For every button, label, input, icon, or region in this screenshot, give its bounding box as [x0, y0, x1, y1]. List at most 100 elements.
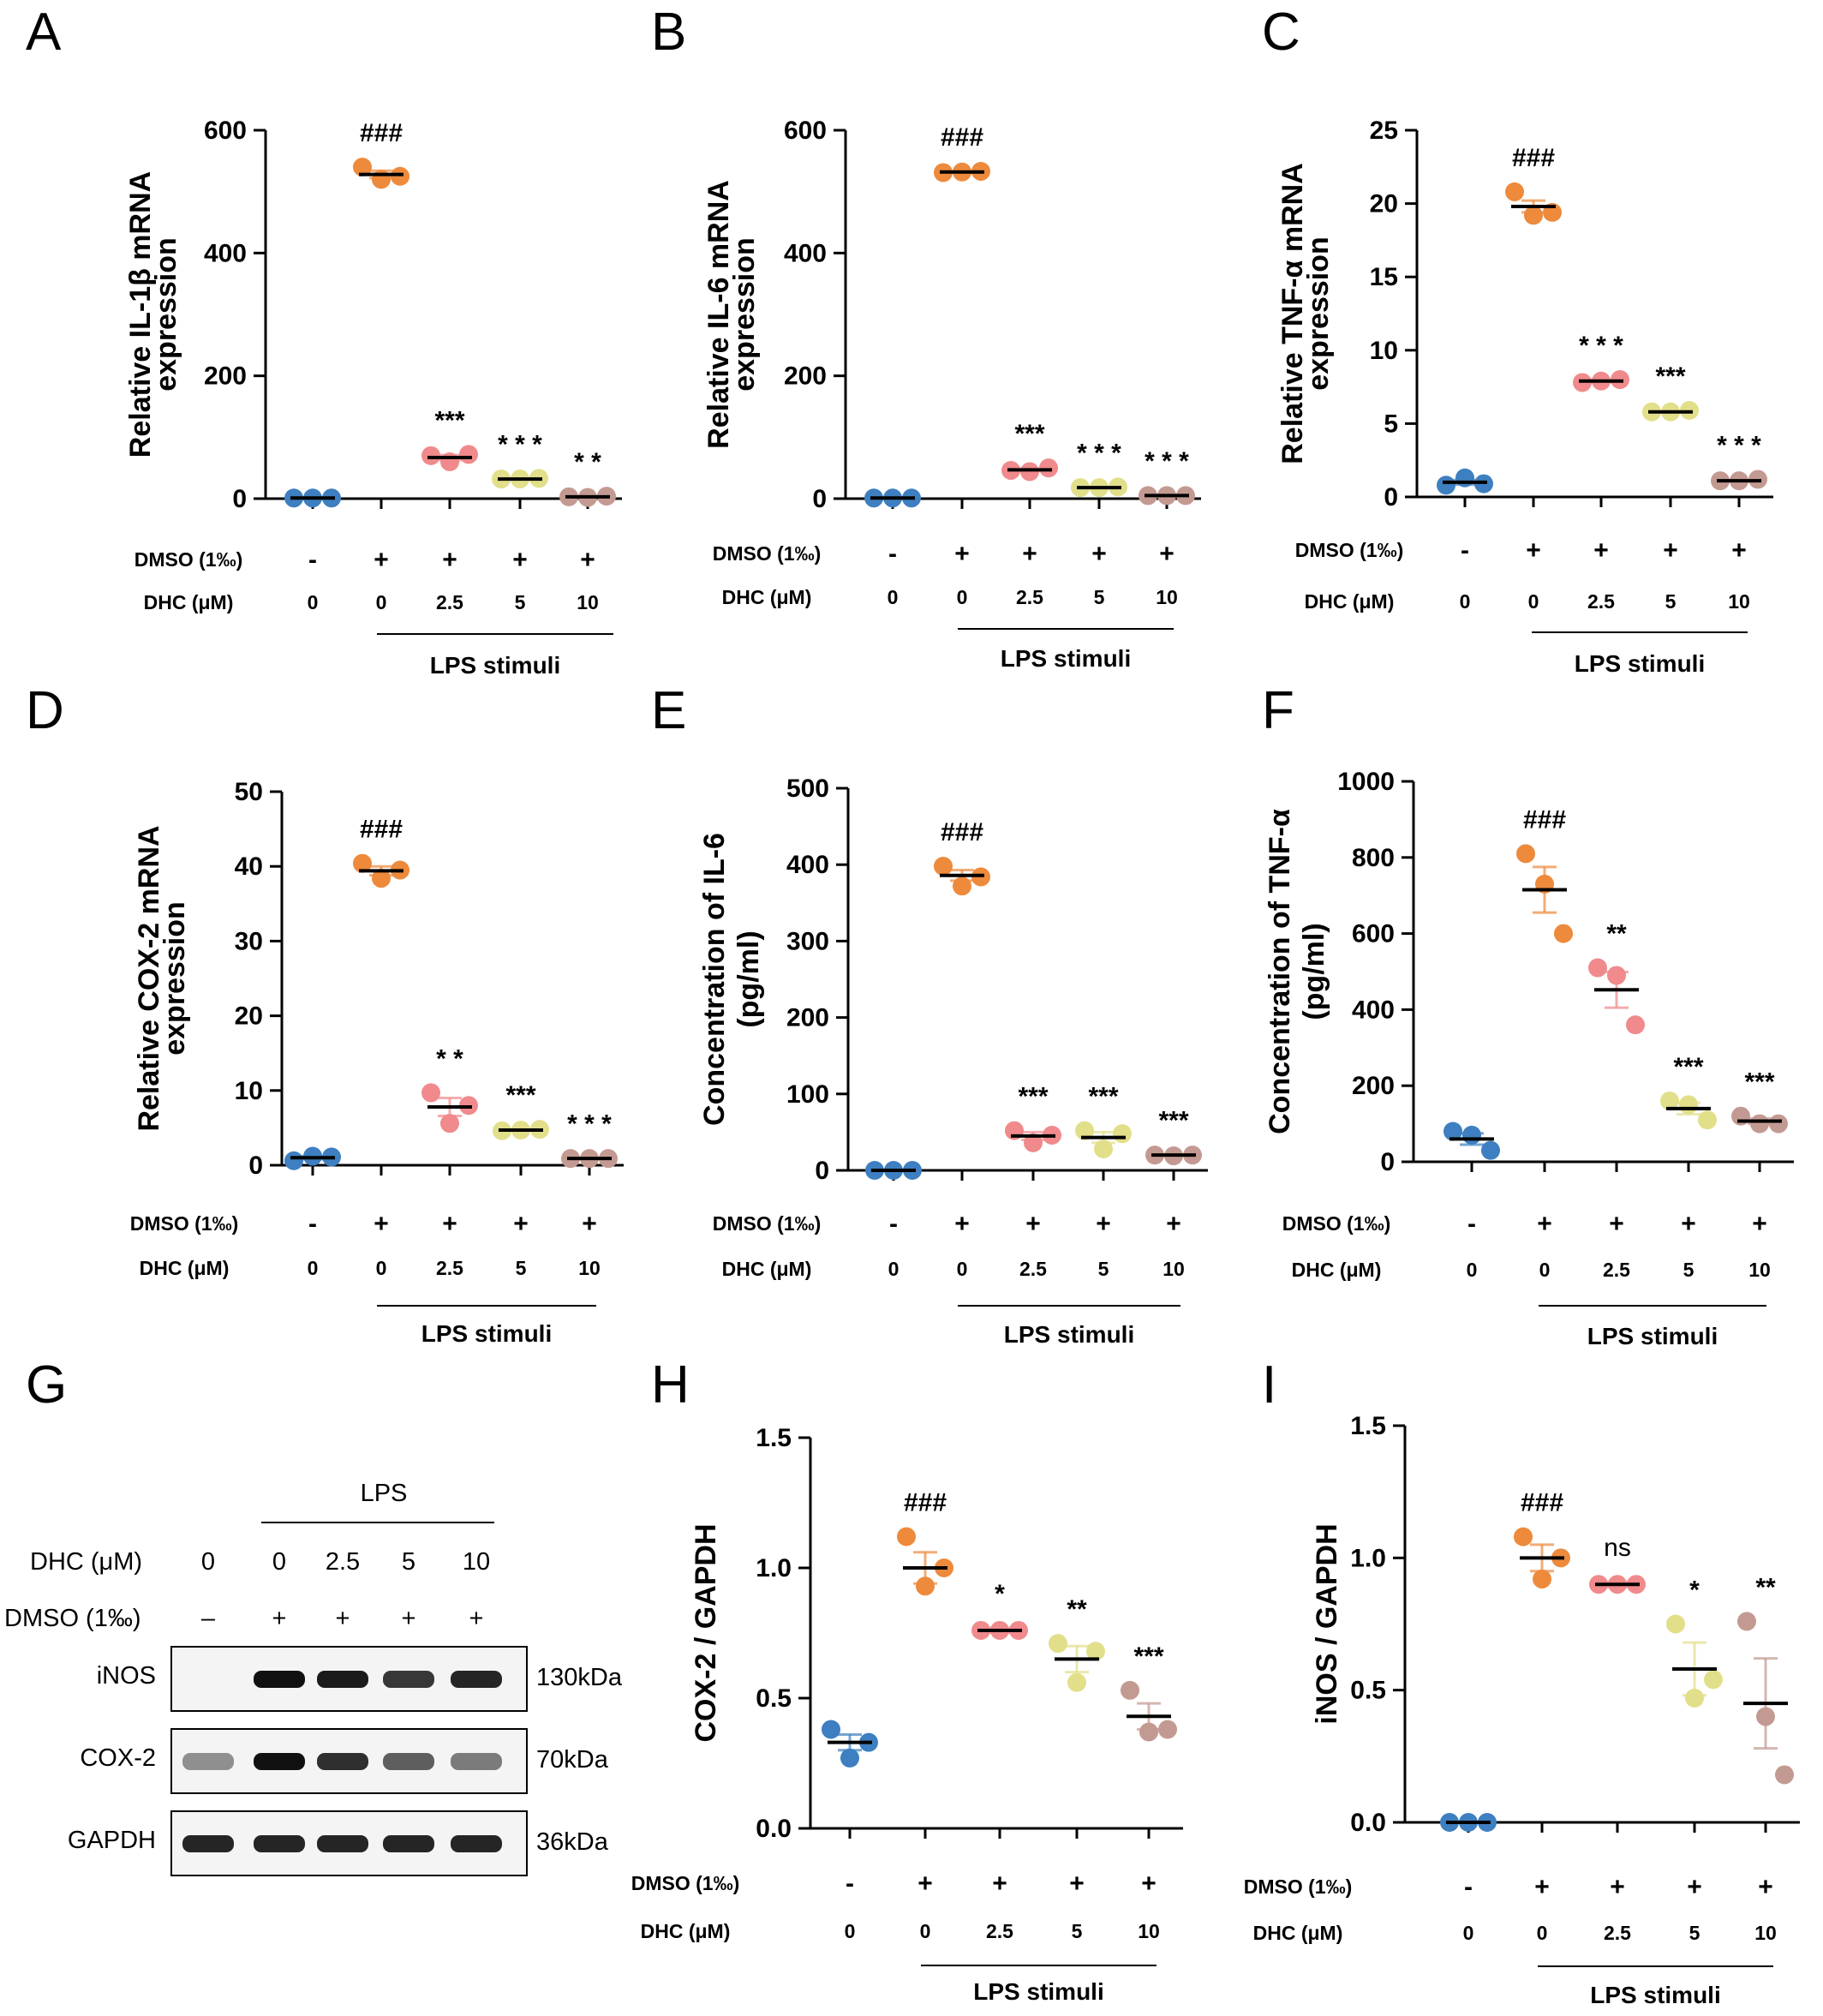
significance-mark: ###	[941, 818, 983, 846]
y-axis-label: Concentration of IL-6	[698, 833, 731, 1126]
significance-mark: * * *	[1077, 439, 1121, 467]
data-point	[916, 1576, 935, 1596]
data-point	[391, 166, 409, 186]
data-point	[459, 445, 478, 464]
dmso-value: +	[1610, 1873, 1625, 1901]
dhc-row-label: DHC (μM)	[1305, 590, 1395, 613]
data-point	[1554, 924, 1573, 943]
significance-mark: ###	[904, 1489, 947, 1517]
data-point	[1704, 1670, 1723, 1690]
significance-mark: ***	[1744, 1068, 1774, 1097]
significance-mark: * *	[436, 1044, 463, 1073]
y-tick-label: 400	[204, 239, 247, 267]
dmso-value: +	[1534, 1873, 1550, 1901]
band-size: 130kDa	[536, 1664, 623, 1691]
significance-mark: **	[1755, 1573, 1776, 1601]
dhc-value: 5	[1098, 1258, 1109, 1280]
data-point	[440, 1114, 459, 1134]
dhc-value: 2.5	[1604, 1922, 1631, 1944]
dhc-value: 10	[1163, 1258, 1185, 1280]
y-tick-label: 600	[784, 117, 827, 145]
dmso-value: +	[992, 1869, 1007, 1898]
dhc-value: 10	[1754, 1922, 1777, 1944]
dhc-value: 2.5	[436, 591, 463, 613]
dmso-value: +	[1166, 1210, 1181, 1238]
blot-band	[383, 1753, 434, 1770]
dhc-value: 2.5	[1019, 1258, 1047, 1280]
y-tick-label: 600	[204, 117, 247, 145]
panel-letter: D	[26, 681, 64, 740]
blot-band	[254, 1671, 305, 1688]
y-tick-label: 400	[784, 239, 827, 267]
dhc-value: 0	[845, 1920, 856, 1942]
significance-mark: ###	[360, 816, 403, 844]
significance-mark: ***	[1088, 1083, 1118, 1111]
significance-mark: * * *	[498, 430, 542, 458]
y-tick-label: 200	[204, 362, 247, 391]
dmso-value: -	[1464, 1873, 1473, 1901]
dhc-value: 0	[957, 1258, 968, 1280]
blot-band	[317, 1671, 368, 1688]
dhc-row-label: DHC (μM)	[140, 1257, 230, 1279]
significance-mark: ***	[434, 406, 464, 434]
blot-band	[451, 1753, 502, 1770]
dmso-row-label: DMSO (1‰)	[4, 1605, 141, 1632]
dmso-value: +	[402, 1605, 416, 1632]
dhc-row-label: DHC (μM)	[1292, 1259, 1382, 1281]
dhc-value: 5	[516, 1257, 527, 1279]
dhc-value: 10	[578, 1257, 601, 1279]
dmso-row-label: DMSO (1‰)	[1282, 1212, 1391, 1235]
lps-stimuli-label: LPS stimuli	[1590, 1982, 1720, 2008]
dhc-value: 0	[957, 586, 968, 608]
y-tick-label: 1000	[1337, 768, 1395, 796]
y-axis-label-line2: expression	[158, 901, 191, 1056]
dmso-value: +	[1096, 1210, 1111, 1238]
dmso-value: +	[336, 1605, 350, 1632]
data-point	[934, 856, 953, 876]
data-point	[1660, 1091, 1679, 1110]
dhc-value: 0	[308, 591, 319, 613]
y-tick-label: 0	[1380, 1148, 1395, 1176]
blot-band	[383, 1835, 434, 1852]
dhc-value: 2.5	[986, 1920, 1013, 1942]
significance-mark: ***	[1655, 362, 1685, 391]
dhc-row-label: DHC (μM)	[144, 591, 234, 613]
data-point	[1666, 1614, 1685, 1634]
dmso-value: -	[1461, 536, 1469, 565]
dhc-value: 0	[376, 1257, 387, 1279]
dhc-value: 10	[463, 1548, 490, 1576]
blot-band	[317, 1835, 368, 1852]
data-point	[1533, 1570, 1551, 1589]
dhc-value: 0	[272, 1548, 286, 1576]
dmso-value: +	[1609, 1210, 1624, 1238]
significance-mark: *	[1689, 1576, 1700, 1605]
dhc-value: 0	[1467, 1259, 1478, 1281]
dmso-value: +	[580, 546, 595, 574]
dmso-value: -	[308, 1210, 317, 1238]
data-point	[1626, 1015, 1645, 1035]
y-tick-label: 400	[786, 851, 829, 879]
data-point	[353, 158, 372, 176]
significance-mark: *	[995, 1580, 1005, 1608]
dhc-value: 0	[1539, 1259, 1551, 1281]
data-point	[1737, 1612, 1756, 1631]
dhc-value: 10	[1748, 1259, 1771, 1281]
y-tick-label: 200	[1352, 1072, 1395, 1100]
data-point	[421, 446, 440, 465]
band-size: 70kDa	[536, 1746, 609, 1774]
data-point	[1049, 1634, 1067, 1654]
blot-band	[182, 1753, 234, 1770]
data-point	[1750, 1114, 1769, 1134]
dmso-row-label: DMSO (1‰)	[1244, 1875, 1353, 1898]
dhc-value: 5	[515, 591, 526, 613]
dhc-row-label: DHC (μM)	[641, 1920, 731, 1942]
dmso-value: -	[888, 540, 897, 568]
data-point	[840, 1748, 859, 1768]
panel-g: G LPS DHC (μM) DMSO (1‰) 0 – 0 +2.5 +5 +10 + iNOS 13…	[4, 1355, 623, 1876]
data-point	[284, 1151, 303, 1170]
dmso-value: +	[513, 1210, 529, 1238]
data-point	[1139, 1722, 1158, 1742]
panel-c: C 0 5 10 15 20 25 Relative TNF-α mRNAexpression…	[1262, 3, 1773, 677]
data-point	[1067, 1672, 1086, 1692]
